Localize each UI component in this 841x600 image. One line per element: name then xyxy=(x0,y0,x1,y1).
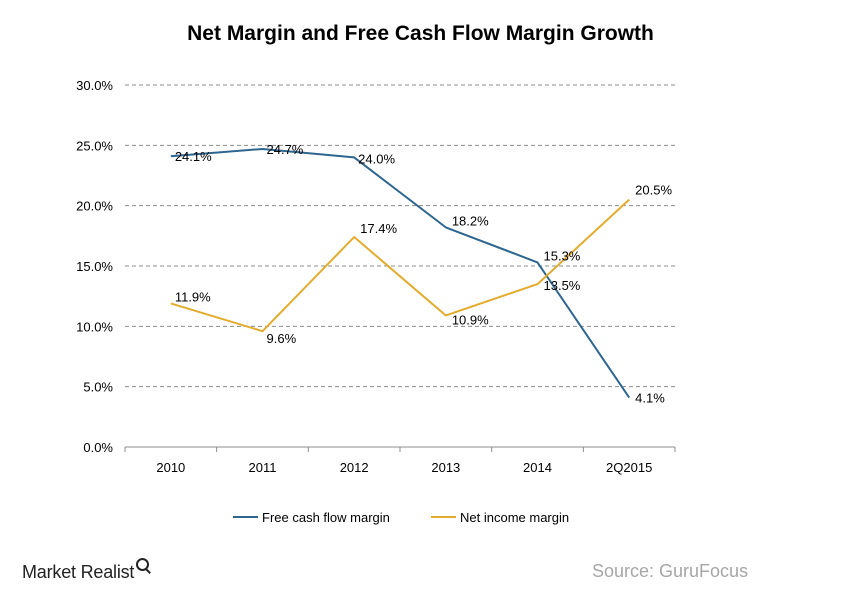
source-note: Source: GuruFocus xyxy=(592,561,749,581)
data-label: 9.6% xyxy=(267,331,297,346)
legend: Free cash flow margin Net income margin xyxy=(233,510,569,525)
y-tick-label: 10.0% xyxy=(76,319,113,334)
x-tick-label: 2013 xyxy=(431,460,460,475)
y-axis-tick-labels: 0.0% 5.0% 10.0% 15.0% 20.0% 25.0% 30.0% xyxy=(76,78,113,455)
market-realist-logo: Market Realist xyxy=(22,558,152,583)
legend-label: Net income margin xyxy=(460,510,569,525)
net-income-margin-line xyxy=(170,198,630,333)
legend-label: Free cash flow margin xyxy=(262,510,390,525)
data-label: 24.0% xyxy=(358,151,395,166)
data-label: 24.1% xyxy=(175,149,212,164)
data-label: 15.3% xyxy=(544,248,581,263)
data-label: 11.9% xyxy=(175,289,211,304)
y-tick-label: 20.0% xyxy=(76,199,113,214)
x-tick-label: 2012 xyxy=(340,460,369,475)
gridlines xyxy=(125,84,675,388)
free-cash-flow-margin-line xyxy=(170,147,630,399)
data-label: 24.7% xyxy=(267,142,304,157)
x-tick-label: 2014 xyxy=(523,460,552,475)
data-label: 18.2% xyxy=(452,213,489,228)
data-labels: 24.1% 24.7% 24.0% 18.2% 15.3% 4.1% 11.9% 9.6% 17… xyxy=(175,142,673,406)
x-tick-label: 2Q2015 xyxy=(606,460,652,475)
y-tick-label: 0.0% xyxy=(83,440,113,455)
series-lines xyxy=(170,147,630,399)
x-tick-label: 2010 xyxy=(156,460,185,475)
data-label: 17.4% xyxy=(360,221,397,236)
brand-name: Market Realist xyxy=(22,562,135,582)
data-label: 13.5% xyxy=(544,278,581,293)
x-tick-label: 2011 xyxy=(249,460,277,475)
x-axis: 2010 2011 2012 2013 2014 2Q2015 xyxy=(124,446,676,475)
data-label: 10.9% xyxy=(452,312,489,327)
data-label: 20.5% xyxy=(635,183,672,198)
y-tick-label: 25.0% xyxy=(76,138,113,153)
magnifier-icon xyxy=(136,558,152,574)
y-tick-label: 5.0% xyxy=(83,380,113,395)
y-tick-label: 15.0% xyxy=(76,259,113,274)
y-tick-label: 30.0% xyxy=(76,78,113,93)
data-label: 4.1% xyxy=(635,391,665,406)
chart-title: Net Margin and Free Cash Flow Margin Gro… xyxy=(187,22,654,45)
